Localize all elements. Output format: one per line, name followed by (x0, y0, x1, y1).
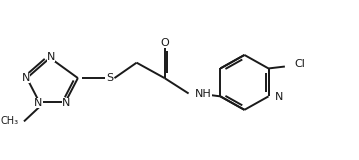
Text: Cl: Cl (294, 59, 306, 69)
Text: CH₃: CH₃ (0, 116, 18, 126)
Text: O: O (160, 38, 169, 48)
Text: N: N (62, 98, 70, 108)
Text: N: N (47, 52, 55, 62)
Text: N: N (22, 73, 30, 83)
Text: S: S (106, 73, 113, 83)
Text: N: N (275, 92, 284, 102)
Text: NH: NH (195, 89, 212, 100)
Text: N: N (34, 98, 43, 108)
